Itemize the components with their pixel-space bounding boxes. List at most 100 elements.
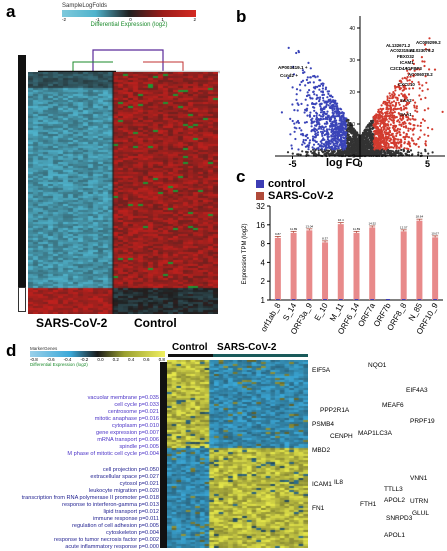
volcano-point — [325, 146, 328, 149]
volcano-point — [342, 136, 345, 140]
panel-b-volcano: -5 0 5 0 10 20 30 40 AP003419.1 + Ccnd2 + AC009299… — [275, 16, 445, 169]
volcano-point — [290, 144, 293, 147]
volcano-point — [399, 133, 402, 137]
volcano-point — [315, 140, 318, 143]
volcano-point — [341, 153, 344, 156]
tick: -0.8 — [30, 357, 38, 362]
gene-label: GLUL — [412, 510, 429, 517]
volcano-label-right: FBXO32 — [397, 54, 415, 59]
gene-label: PRPF19 — [410, 418, 435, 425]
volcano-point — [381, 118, 384, 121]
volcano-point — [389, 149, 392, 152]
volcano-point — [389, 94, 392, 97]
gene-label: TTLL3 — [384, 486, 403, 493]
volcano-point — [383, 131, 386, 134]
volcano-point — [417, 153, 420, 156]
volcano-point — [378, 110, 381, 114]
volcano-point — [419, 129, 422, 132]
volcano-point — [369, 136, 372, 139]
volcano-point — [398, 121, 401, 124]
go-term: lipid transport p=0.012 — [103, 509, 159, 515]
volcano-point — [395, 134, 398, 138]
volcano-point — [344, 136, 347, 139]
legend-label-sars: SARS-CoV-2 — [268, 190, 334, 202]
volcano-point — [414, 101, 417, 104]
y-tick-label: 4 — [261, 258, 266, 267]
volcano-point — [302, 138, 305, 142]
volcano-point — [406, 142, 409, 145]
volcano-point — [331, 95, 334, 99]
volcano-point — [329, 116, 333, 119]
volcano-point — [400, 124, 403, 127]
volcano-point — [384, 115, 387, 118]
volcano-point — [393, 124, 396, 127]
volcano-point — [352, 148, 356, 151]
volcano-point — [335, 145, 338, 148]
volcano-point — [419, 98, 423, 101]
volcano-point — [327, 116, 330, 119]
volcano-point — [407, 117, 410, 120]
volcano-point — [337, 133, 340, 137]
bar-value-label: 11.89 — [353, 227, 361, 231]
volcano-point — [387, 145, 390, 148]
volcano-point — [407, 72, 410, 75]
go-term: response to tumor necrosis factor p=0.00… — [54, 537, 159, 543]
volcano-point — [299, 89, 302, 92]
volcano-point — [356, 149, 359, 152]
volcano-point — [316, 133, 319, 136]
go-term: acute inflammatory response p=0.000 — [65, 544, 159, 550]
volcano-point — [372, 133, 375, 136]
volcano-point — [349, 148, 352, 151]
volcano-point — [396, 98, 399, 102]
volcano-point — [372, 123, 375, 126]
volcano-point — [417, 81, 420, 84]
volcano-point — [346, 139, 349, 142]
gene-label: FN1 — [312, 505, 325, 512]
volcano-point — [348, 130, 351, 133]
volcano-point — [428, 37, 431, 40]
volcano-point — [424, 150, 427, 153]
volcano-label-right: SAA2 — [400, 98, 412, 103]
volcano-point — [400, 109, 403, 112]
volcano-point — [332, 143, 335, 146]
volcano-point — [393, 111, 396, 114]
panel-d-colorbar-gradient — [30, 351, 165, 357]
volcano-point — [363, 141, 366, 144]
volcano-point — [331, 150, 334, 153]
volcano-point — [300, 129, 303, 132]
volcano-point — [376, 113, 379, 116]
volcano-point — [321, 131, 325, 135]
volcano-point — [296, 102, 299, 105]
volcano-point — [339, 150, 342, 153]
volcano-point — [322, 128, 325, 131]
volcano-point — [392, 96, 395, 99]
volcano-point — [301, 143, 304, 146]
y-tick-label: 1 — [261, 296, 266, 305]
volcano-point — [431, 128, 434, 131]
volcano-point — [379, 143, 382, 147]
tick: 2 — [193, 17, 196, 22]
volcano-point — [404, 97, 407, 101]
volcano-point — [415, 105, 418, 108]
volcano-point — [427, 152, 430, 155]
volcano-point — [370, 153, 373, 156]
gene-label: APOL2 — [384, 497, 405, 504]
volcano-points — [280, 37, 444, 158]
volcano-point — [295, 51, 298, 55]
volcano-point — [386, 126, 389, 130]
volcano-point — [332, 153, 335, 156]
volcano-point — [320, 118, 323, 121]
tick: -2 — [62, 17, 67, 22]
volcano-point — [321, 87, 324, 90]
volcano-point — [328, 146, 331, 150]
volcano-point — [324, 152, 327, 155]
panel-d-colorbar-ticks: -0.8 -0.6 -0.4 -0.2 0.0 0.2 0.4 0.6 0.8 — [30, 357, 165, 362]
tick: -0.4 — [63, 357, 72, 362]
volcano-point — [327, 135, 330, 138]
volcano-point — [403, 138, 407, 141]
volcano-point — [385, 131, 388, 134]
volcano-point — [313, 152, 317, 155]
volcano-point — [310, 125, 313, 128]
volcano-point — [338, 111, 341, 115]
volcano-point — [418, 94, 421, 97]
